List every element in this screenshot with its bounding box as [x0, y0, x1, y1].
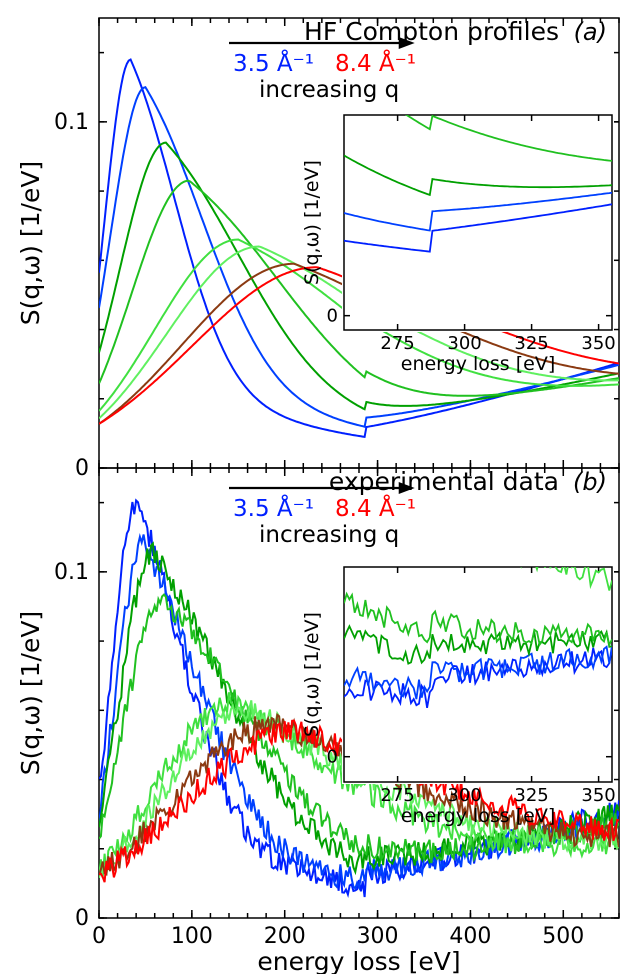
xtick-label: 400 — [449, 924, 491, 949]
inset-xtick: 275 — [380, 785, 414, 806]
inset-bg — [342, 565, 614, 784]
inset-xtick: 275 — [380, 333, 414, 354]
panel-letter: (a) — [574, 18, 607, 46]
ytick-label: 0 — [75, 906, 89, 931]
xtick-label: 0 — [92, 924, 106, 949]
q-low-label: 3.5 Å⁻¹ — [233, 494, 314, 522]
increasing-q-label: increasing q — [259, 77, 399, 103]
inset-xtick: 325 — [514, 333, 548, 354]
x-axis-label: energy loss [eV] — [257, 947, 460, 974]
q-high-label: 8.4 Å⁻¹ — [335, 49, 416, 77]
ytick-label: 0 — [75, 456, 89, 481]
inset-xtick: 325 — [514, 785, 548, 806]
xtick-label: 500 — [542, 924, 584, 949]
ytick-label: 0.1 — [54, 110, 89, 135]
panel-title: HF Compton profiles — [304, 17, 559, 46]
inset-xtick: 300 — [447, 333, 481, 354]
xtick-label: 200 — [264, 924, 306, 949]
xtick-label: 300 — [357, 924, 399, 949]
inset-ylabel: S(q,ω) [1/eV] — [301, 160, 323, 285]
inset-xtick: 350 — [581, 333, 615, 354]
inset-xtick: 300 — [447, 785, 481, 806]
panel-letter: (b) — [573, 468, 607, 496]
q-high-label: 8.4 Å⁻¹ — [335, 494, 416, 522]
inset-xlabel: energy loss [eV] — [401, 805, 556, 827]
inset-series-line — [344, 0, 612, 4]
ytick-label: 0.1 — [54, 560, 89, 585]
inset-xlabel: energy loss [eV] — [401, 353, 556, 375]
xtick-label: 100 — [171, 924, 213, 949]
inset-ytick: 0 — [327, 747, 338, 768]
inset-ytick: 0 — [327, 306, 338, 327]
increasing-q-label: increasing q — [259, 522, 399, 548]
inset-ylabel: S(q,ω) [1/eV] — [301, 612, 323, 737]
panel-title: experimental data — [329, 467, 559, 496]
q-low-label: 3.5 Å⁻¹ — [233, 49, 314, 77]
inset-xtick: 350 — [581, 785, 615, 806]
y-axis-label: S(q,ω) [1/eV] — [16, 161, 45, 325]
y-axis-label: S(q,ω) [1/eV] — [16, 611, 45, 775]
